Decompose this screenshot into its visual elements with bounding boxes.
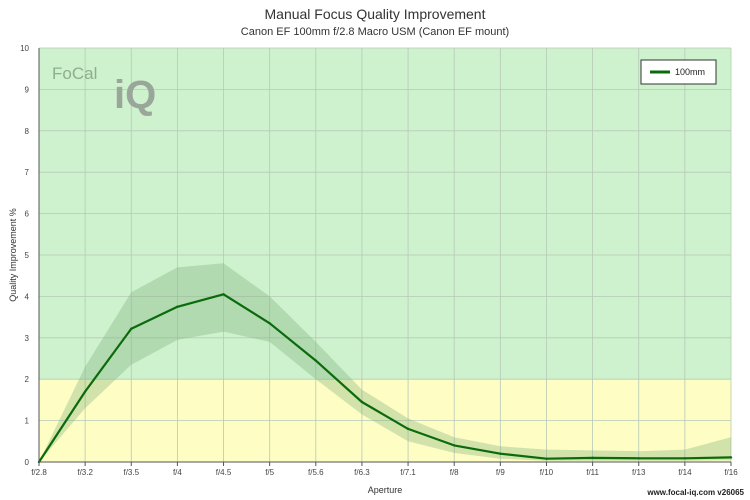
data-point (545, 457, 548, 460)
x-tick-label: f/8 (450, 468, 459, 477)
data-point (591, 456, 594, 460)
iq-logo-mark: iQ (114, 73, 156, 117)
x-tick-label: f/6.3 (354, 468, 370, 477)
data-point (453, 444, 456, 447)
x-tick-label: f/14 (678, 468, 692, 477)
data-point (176, 305, 179, 308)
y-tick-label: 8 (25, 127, 30, 136)
y-tick-label: 6 (25, 210, 30, 219)
y-tick-label: 9 (25, 85, 30, 94)
y-tick-label: 5 (25, 251, 30, 260)
x-tick-label: f/2.8 (31, 468, 47, 477)
data-point (83, 390, 87, 393)
series-confidence-band (39, 263, 731, 462)
x-tick-label: f/5 (265, 468, 274, 477)
x-tick-label: f/16 (724, 468, 738, 477)
y-tick-label: 7 (25, 168, 30, 177)
data-point (406, 427, 410, 431)
x-axis-title: Aperture (368, 485, 403, 495)
x-tick-label: f/5.6 (308, 468, 324, 477)
y-tick-label: 10 (20, 44, 29, 53)
x-tick-label: f/9 (496, 468, 505, 477)
x-tick-label: f/7.1 (400, 468, 416, 477)
y-tick-label: 2 (25, 375, 30, 384)
data-point (683, 457, 687, 460)
chart-title: Manual Focus Quality Improvement (264, 6, 486, 22)
data-point (222, 293, 225, 296)
focal-iq-logo: FoCal iQ (52, 64, 156, 117)
y-tick-label: 0 (25, 458, 30, 467)
y-tick-label: 4 (25, 292, 30, 301)
x-tick-label: f/4 (173, 468, 182, 477)
x-tick-label: f/3.5 (123, 468, 139, 477)
data-point (268, 322, 271, 325)
chart-subtitle: Canon EF 100mm f/2.8 Macro USM (Canon EF… (240, 26, 510, 38)
x-tick-label: f/10 (540, 468, 554, 477)
y-tick-label: 3 (25, 334, 30, 343)
legend-label: 100mm (675, 67, 705, 77)
data-point (499, 452, 502, 455)
series-line-0 (38, 293, 732, 463)
data-point (360, 400, 364, 404)
data-point (729, 456, 733, 459)
y-tick-label: 1 (25, 417, 30, 426)
y-axis-title: Quality Improvement % (8, 208, 18, 302)
x-tick-label: f/4.5 (216, 468, 232, 477)
x-tick-label: f/11 (586, 468, 599, 477)
data-point (637, 457, 640, 460)
watermark: www.focal-iq.com v26065 (647, 488, 744, 497)
x-tick-label: f/3.2 (77, 468, 93, 477)
data-point (130, 327, 133, 330)
x-tick-label: f/13 (632, 468, 646, 477)
data-point (314, 359, 317, 362)
focal-logo-word: FoCal (52, 64, 97, 83)
legend: 100mm (640, 59, 717, 85)
